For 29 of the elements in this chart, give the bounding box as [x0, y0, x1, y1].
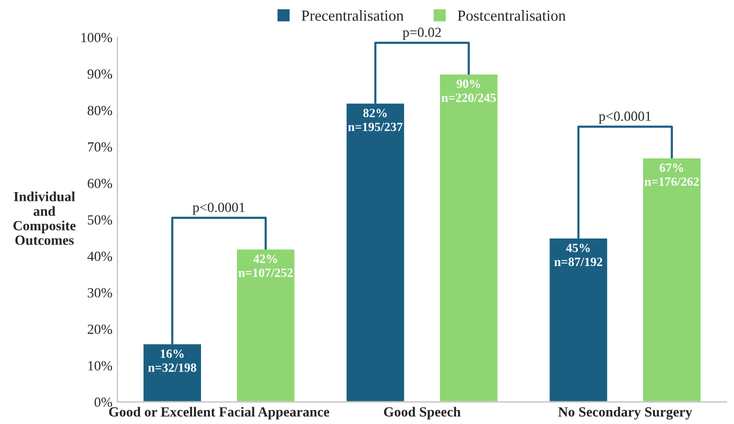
y-tick-label: 70% — [88, 142, 112, 152]
y-tick-label: 90% — [88, 69, 112, 79]
annotation: p<0.0001 — [192, 202, 245, 215]
bar — [236, 248, 296, 402]
annotation: p=0.02 — [402, 28, 441, 40]
x-tick-label: No Secondary Surgery — [558, 406, 692, 420]
y-tick-label: 20% — [88, 324, 112, 334]
y-tick-label: 40% — [87, 252, 112, 262]
y-tick-label: 50% — [88, 215, 112, 225]
y-tick-label: 10% — [88, 361, 112, 370]
legend-label: Postcentralisation — [458, 10, 566, 21]
y-tick-label: 80% — [88, 106, 112, 116]
x-tick-label: Good Speech — [384, 406, 461, 420]
data-label: 45% n=87/192 — [554, 244, 602, 266]
data-label: 90% n=220/245 — [442, 80, 496, 102]
data-label: 82% n=195/237 — [348, 108, 403, 132]
y-tick-label: 100% — [81, 32, 112, 42]
annotation: p<0.0001 — [598, 112, 651, 124]
data-label: 42% n=107/252 — [238, 254, 293, 278]
data-label: 67% n=176/262 — [644, 163, 699, 186]
y-tick-label: 60% — [88, 178, 112, 188]
bar — [642, 156, 702, 402]
y-tick-label: 30% — [88, 288, 112, 298]
data-label: 16% n=32/198 — [148, 349, 196, 372]
legend-label: Precentralisation — [302, 10, 404, 21]
y-tick-label: 0% — [94, 398, 112, 407]
x-tick-label: Good or Excellent Facial Appearance — [109, 406, 330, 420]
y-axis-title: Individual and Composite Outcomes — [13, 192, 76, 245]
bar — [438, 73, 499, 402]
